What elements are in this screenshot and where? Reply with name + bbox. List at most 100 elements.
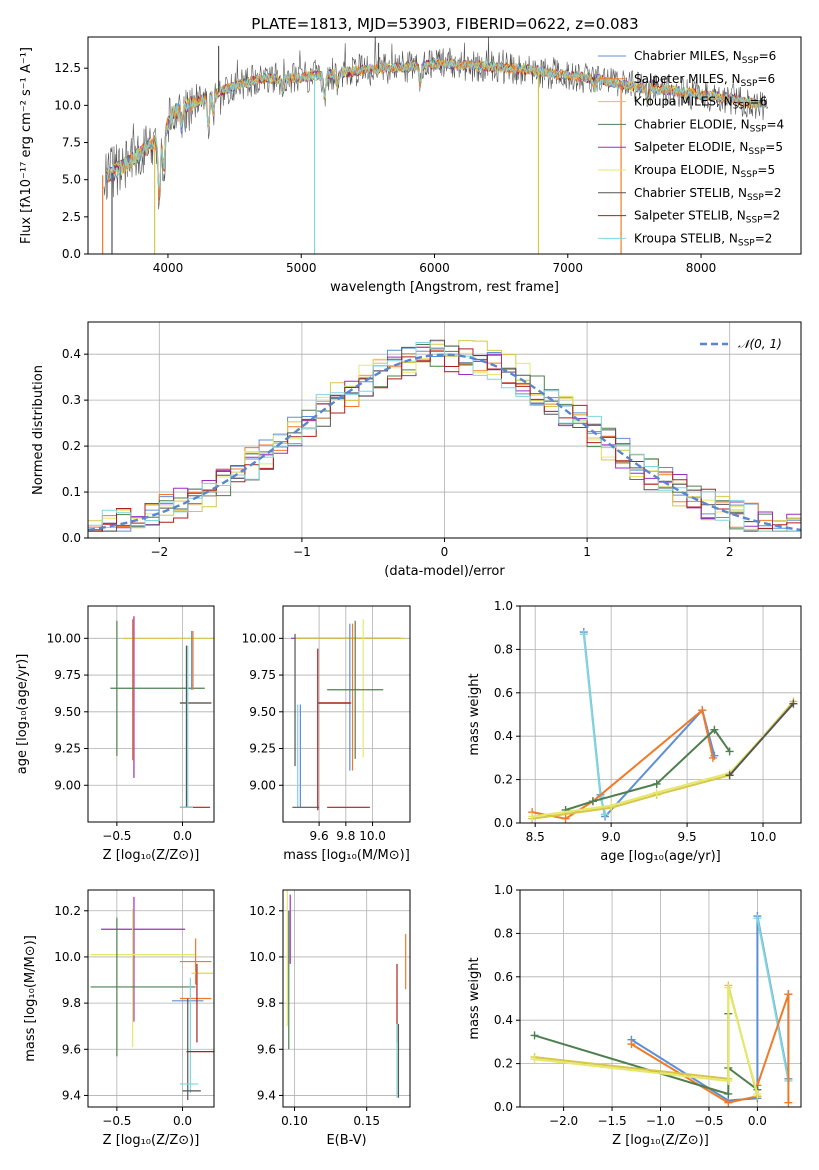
- y-tick-label: 0.0: [62, 247, 81, 261]
- y-axis-label: age [log₁₀(age/yr)]: [15, 654, 30, 775]
- y-tick-label: 9.75: [249, 668, 276, 682]
- legend-entry: Salpeter MILES, NSSP=6: [634, 72, 775, 89]
- x-axis-label: Z [log₁₀(Z/Z⊙)]: [103, 848, 200, 863]
- y-tick-label: 10.0: [54, 98, 81, 112]
- x-axis-label: Z [log₁₀(Z/Z⊙)]: [103, 1133, 200, 1148]
- plot-area: [528, 628, 798, 823]
- x-axis-label: mass [log₁₀(M/M⊙)]: [283, 848, 410, 863]
- weight-point-marker: [528, 812, 537, 821]
- x-axis-label: (data-model)/error: [384, 564, 505, 579]
- x-tick-label: −0.5: [102, 1114, 131, 1128]
- x-tick-label: −1.0: [646, 1114, 675, 1128]
- weight-point-marker: [652, 779, 661, 788]
- x-tick-label: −1: [293, 545, 311, 559]
- figure-title: PLATE=1813, MJD=53903, FIBERID=0622, z=0…: [251, 15, 638, 33]
- y-tick-label: 0.2: [494, 773, 513, 787]
- plot-area: [90, 896, 214, 1101]
- axes-frame: [282, 605, 411, 823]
- weight-point-marker: [784, 990, 793, 999]
- legend-entry: Chabrier MILES, NSSP=6: [634, 49, 776, 66]
- y-tick-label: 9.6: [62, 1042, 81, 1056]
- legend-entry: Kroupa MILES, NSSP=6: [634, 95, 767, 112]
- x-tick-label: 10.0: [750, 830, 777, 844]
- y-tick-label: 10.00: [47, 631, 81, 645]
- plot-area: [286, 890, 407, 1098]
- legend-entry: Kroupa STELIB, NSSP=2: [634, 231, 772, 248]
- y-tick-label: 12.5: [54, 61, 81, 75]
- y-tick-label: 9.4: [257, 1088, 276, 1102]
- weight-point-marker: [601, 810, 610, 819]
- y-tick-label: 9.00: [54, 778, 81, 792]
- y-tick-label: 1.0: [494, 599, 513, 613]
- axes-frame: [87, 605, 215, 823]
- y-tick-label: 0.0: [494, 816, 513, 830]
- weight-line-krou_miles: [532, 700, 795, 820]
- y-tick-label: 9.25: [54, 742, 81, 756]
- x-tick-label: 7000: [553, 261, 584, 275]
- x-axis-label: wavelength [Angstrom, rest frame]: [330, 280, 559, 295]
- weight-line-chab_stelib: [728, 702, 795, 776]
- legend-entry: Salpeter STELIB, NSSP=2: [634, 209, 780, 226]
- axes-frame: [87, 36, 802, 255]
- weight-point-marker: [725, 771, 734, 780]
- y-tick-label: 0.6: [494, 686, 513, 700]
- weight-point-marker: [652, 788, 661, 797]
- y-axis-label: mass [log₁₀(M/M⊙)]: [23, 935, 38, 1062]
- y-tick-label: 0.0: [494, 1100, 513, 1114]
- y-tick-label: 5.0: [62, 173, 81, 187]
- spectrum-line-krou_stelib: [106, 59, 761, 188]
- mass-vs-extinction-panel: 0.10 0.15 9.4 9.6 9.8 10.0 10.2 E(B-V): [249, 889, 411, 1148]
- y-tick-label: 0.4: [62, 347, 81, 361]
- weight-line-krou_elodie: [534, 987, 759, 1095]
- x-tick-label: 10.0: [359, 829, 386, 843]
- age-vs-mass-panel: 9.6 9.8 10.0 9.00 9.25 9.50 9.75 10.00 mass [log…: [242, 605, 411, 863]
- x-tick-label: −2.0: [549, 1114, 578, 1128]
- y-tick-label: 9.25: [249, 742, 276, 756]
- axes-frame: [282, 889, 411, 1108]
- x-tick-label: 9.5: [678, 830, 697, 844]
- y-axis-label: mass weight: [467, 673, 482, 755]
- mass-vs-metallicity-panel: −0.5 0.0 9.4 9.6 9.8 10.0 10.2 Z [log₁₀(Z/Z⊙)] m…: [23, 889, 215, 1148]
- weight-point-marker: [708, 753, 717, 762]
- weight-point-marker: [607, 801, 616, 810]
- weight-line-krou_stelib: [582, 634, 607, 815]
- x-tick-label: 8000: [686, 261, 717, 275]
- x-tick-label: 0.0: [173, 1114, 192, 1128]
- weight-point-marker: [627, 1040, 636, 1049]
- y-tick-label: 10.2: [249, 904, 276, 918]
- weight-line-krou_elodie: [532, 702, 795, 818]
- weight-point-marker: [530, 1031, 539, 1040]
- y-tick-label: 0.4: [494, 729, 513, 743]
- y-tick-label: 9.8: [62, 996, 81, 1010]
- legend-entry: Chabrier STELIB, NSSP=2: [634, 186, 782, 203]
- age-vs-metallicity-panel: −0.5 0.0 9.00 9.25 9.50 9.75 10.00 Z [log₁₀(Z/Z…: [15, 605, 215, 863]
- x-axis-label: age [log₁₀(age/yr)]: [600, 849, 721, 864]
- histogram-series-krou_stelib: [88, 342, 801, 538]
- axes-frame: [519, 605, 802, 824]
- weight-vs-age-panel: 8.5 9.0 9.5 10.0 0.0 0.2 0.4 0.6 0.8 1.0 age [log₁…: [467, 599, 802, 864]
- x-axis-label: Z [log₁₀(Z/Z⊙)]: [612, 1133, 709, 1148]
- x-tick-label: 0.10: [281, 1114, 308, 1128]
- x-tick-label: 2: [726, 545, 734, 559]
- x-tick-label: 4000: [153, 261, 184, 275]
- y-tick-label: 10.0: [54, 950, 81, 964]
- y-axis-label: Flux [fλ10⁻¹⁷ erg cm⁻² s⁻¹ A⁻¹]: [19, 47, 34, 244]
- y-tick-label: 0.2: [62, 439, 81, 453]
- x-tick-label: −0.5: [694, 1114, 723, 1128]
- x-tick-label: −1.5: [597, 1114, 626, 1128]
- x-tick-label: 9.0: [602, 830, 621, 844]
- y-tick-label: 9.75: [54, 668, 81, 682]
- y-tick-label: 2.5: [62, 210, 81, 224]
- weight-point-marker: [579, 630, 588, 639]
- weight-point-marker: [724, 1076, 733, 1085]
- y-tick-label: 0.4: [494, 1013, 513, 1027]
- weight-point-marker: [724, 1089, 733, 1098]
- x-tick-label: 0.15: [353, 1114, 380, 1128]
- weight-point-marker: [561, 814, 570, 823]
- weight-line-salp_miles: [630, 993, 790, 1104]
- x-tick-label: 1: [583, 545, 591, 559]
- weight-point-marker: [724, 1098, 733, 1107]
- normal-curve: [88, 353, 801, 532]
- legend-entry: Kroupa ELODIE, NSSP=5: [634, 163, 775, 180]
